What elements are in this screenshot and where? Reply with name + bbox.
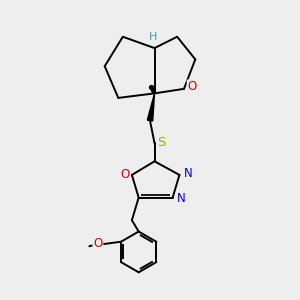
Text: S: S <box>157 136 165 148</box>
Text: O: O <box>187 80 196 93</box>
Text: O: O <box>120 168 129 182</box>
Text: H: H <box>149 32 158 42</box>
Text: N: N <box>177 192 186 205</box>
Text: O: O <box>93 238 102 250</box>
Polygon shape <box>147 93 155 121</box>
Text: N: N <box>184 167 192 180</box>
